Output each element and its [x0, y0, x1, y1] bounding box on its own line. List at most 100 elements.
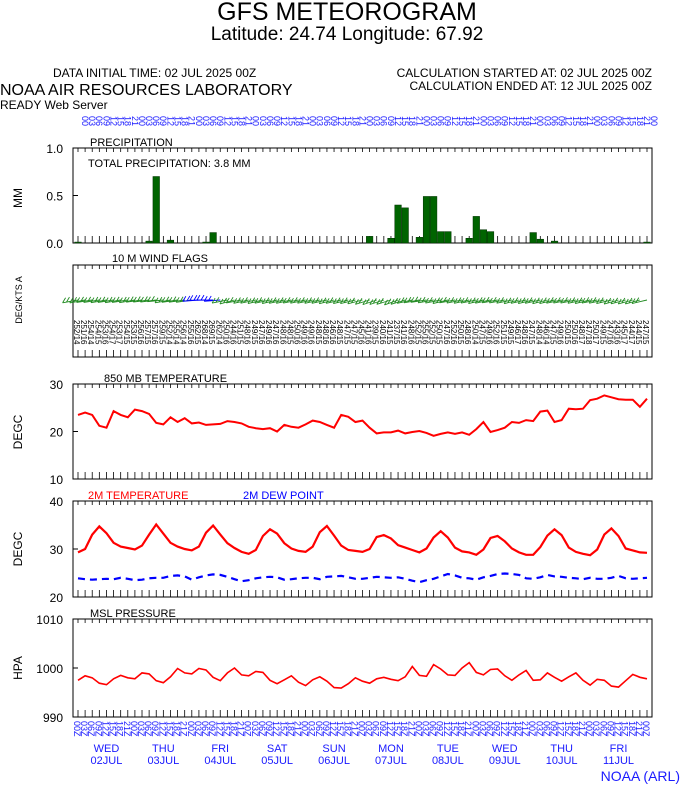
wind-barb-feather — [87, 296, 92, 303]
wind-barb-feather — [111, 297, 116, 303]
wind-barb-feather — [343, 297, 348, 303]
top-hour-label: 09 — [101, 116, 111, 126]
precip-bar — [529, 232, 537, 244]
wind-barb-feather — [581, 297, 586, 304]
top-hour-label: 03 — [258, 116, 268, 126]
wind-value-label: 252/16 — [449, 320, 458, 345]
day-weekday: SUN — [322, 743, 345, 755]
bottom-hour-label: 03Z — [591, 721, 601, 737]
bottom-hour-label: 12Z — [157, 721, 167, 737]
bottom-hour-label: 06Z — [371, 721, 381, 737]
wind-barb — [355, 299, 370, 305]
bottom-hour-label: 15Z — [392, 721, 402, 737]
bottom-hour-label: 21Z — [520, 721, 530, 737]
wind-barb-feather — [165, 296, 170, 302]
wind-barb-feather — [457, 297, 462, 303]
day-date: 05JUL — [261, 755, 293, 767]
wind-barb-feather — [535, 297, 540, 303]
wind-barb-feather — [261, 298, 266, 304]
y-tick-label: 0.5 — [46, 190, 63, 204]
wind-barb-feather — [108, 296, 113, 303]
wind-value-label: 251/15 — [236, 320, 245, 345]
dewpoint-legend: 2M DEW POINT — [243, 490, 324, 502]
wind-barb-feather — [432, 298, 437, 304]
day-date: 06JUL — [318, 755, 350, 767]
wind-barb-feather — [603, 298, 608, 305]
bottom-hour-label: 12Z — [214, 721, 224, 737]
top-hour-label: 06 — [549, 116, 559, 126]
top-hour-label: 15 — [286, 116, 296, 126]
top-hour-label: 00 — [137, 116, 147, 126]
wind-barb-feather — [635, 297, 640, 303]
wind-barb-feather — [376, 299, 381, 305]
wind-barb-feather — [468, 298, 472, 304]
top-hour-label: 03 — [429, 116, 439, 126]
wind-value-label: 247/15 — [477, 320, 486, 345]
wind-barb-feather — [351, 297, 355, 304]
wind-barb-feather — [203, 296, 208, 302]
wind-barb-feather — [115, 296, 120, 303]
credit-label: NOAA (ARL) — [600, 768, 680, 784]
wind-barb-feather — [539, 298, 544, 304]
day-weekday: MON — [378, 743, 404, 755]
wind-value-label: 249/16 — [556, 320, 565, 345]
wind-barb-feather — [97, 297, 102, 303]
wind-value-label: 245/16 — [357, 320, 366, 345]
bottom-hour-label: 21Z — [406, 721, 416, 737]
bottom-hour-label: 00Z — [584, 721, 594, 737]
wind-barb-feather — [407, 296, 412, 303]
top-hour-label: 00 — [308, 116, 318, 126]
bottom-hour-label: 06Z — [257, 721, 267, 737]
wind-value-label: 246/16 — [328, 320, 337, 345]
top-hour-label: 21 — [585, 116, 595, 126]
top-hour-label: 21 — [471, 116, 481, 126]
precip-bar — [479, 229, 487, 244]
day-weekday: WED — [492, 743, 518, 755]
wind-barb-feather — [83, 297, 88, 303]
bottom-hour-label: 09Z — [435, 721, 445, 737]
panel-title: PRECIPITATION — [90, 137, 173, 149]
wind-barb-feather — [521, 297, 526, 303]
wind-barb-feather — [182, 296, 187, 302]
wind-value-label: 246/14 — [541, 320, 550, 345]
top-hour-label: 21 — [244, 116, 254, 126]
wind-value-label: 257/16 — [150, 320, 159, 345]
wind-barb-feather — [219, 298, 224, 305]
day-date: 10JUL — [546, 755, 578, 767]
top-hour-label: 06 — [208, 116, 218, 126]
top-hour-label: 09 — [329, 116, 339, 126]
top-hour-label: 09 — [500, 116, 510, 126]
bottom-hour-label: 09Z — [207, 721, 217, 737]
top-hour-label: 18 — [521, 116, 531, 126]
wind-barb-feather — [532, 298, 537, 304]
wind-value-label: 249/16 — [485, 320, 494, 345]
calc-ended: CALCULATION ENDED AT: 12 JUL 2025 00Z — [409, 79, 652, 93]
bottom-hour-label: 03Z — [307, 721, 317, 737]
wind-barb-feather — [215, 297, 220, 303]
wind-value-label: 249/15 — [598, 320, 607, 345]
wind-value-label: 249/15 — [506, 320, 515, 345]
bottom-hour-label: 03Z — [79, 721, 89, 737]
init-time: DATA INITIAL TIME: 02 JUL 2025 00Z — [53, 66, 257, 80]
precip-bar — [486, 231, 495, 244]
wind-barb-feather — [365, 298, 370, 304]
top-hour-label: 15 — [172, 116, 182, 126]
y-tick-label: 1.0 — [46, 142, 63, 156]
y-tick-label: 30 — [50, 378, 64, 392]
top-hour-label: 18 — [350, 116, 360, 126]
wind-value-label: 246/17 — [513, 320, 522, 345]
bottom-hour-label: 18Z — [115, 721, 125, 737]
day-weekday: SAT — [267, 743, 288, 755]
wind-value-label: 237/15 — [392, 320, 401, 345]
top-hour-label: 15 — [514, 116, 524, 126]
t850-frame — [72, 383, 653, 480]
day-date: 08JUL — [432, 755, 464, 767]
wind-barb-feather — [290, 297, 294, 304]
top-hour-label: 06 — [265, 116, 275, 126]
top-hour-label: 12 — [279, 116, 289, 126]
wind-barb-feather — [384, 299, 388, 306]
wind-barb-feather — [311, 298, 316, 304]
day-date: 09JUL — [489, 755, 521, 767]
top-hour-label: 09 — [272, 116, 282, 126]
precip-bar — [166, 239, 175, 244]
